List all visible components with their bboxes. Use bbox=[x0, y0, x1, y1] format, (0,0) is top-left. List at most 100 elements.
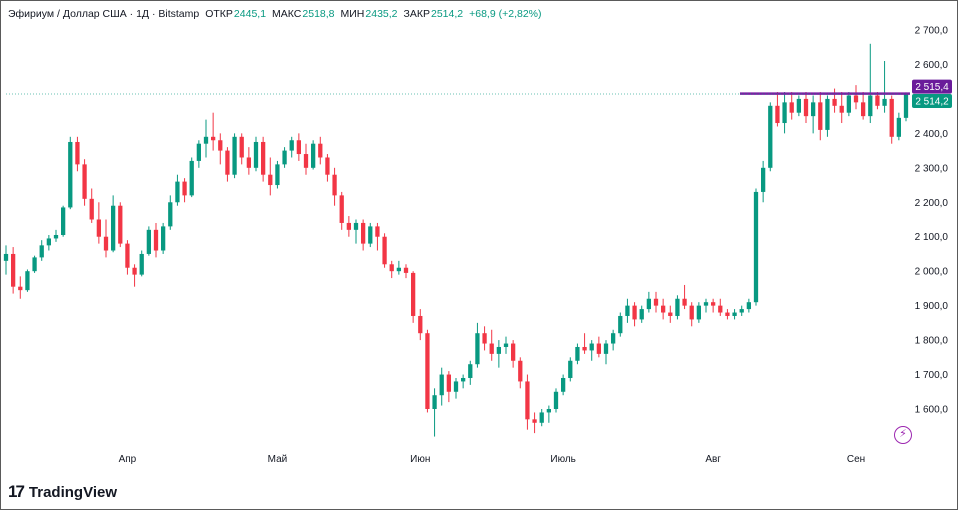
candle bbox=[32, 255, 37, 273]
candle bbox=[132, 264, 137, 287]
candle-body bbox=[725, 312, 730, 316]
time-axis[interactable]: Апр Май Июн Июль Авг Сен bbox=[119, 454, 866, 465]
candle-body bbox=[46, 238, 51, 246]
tradingview-logo[interactable]: 17 TradingView bbox=[8, 482, 117, 502]
candle bbox=[382, 233, 387, 268]
candle-body bbox=[339, 195, 344, 223]
candle-body bbox=[868, 95, 873, 117]
candle-body bbox=[346, 222, 351, 230]
candle bbox=[746, 298, 751, 313]
candle bbox=[11, 247, 16, 294]
candle-body bbox=[275, 164, 280, 186]
low-value: 2435,2 bbox=[365, 8, 398, 20]
candle bbox=[261, 136, 266, 182]
candle bbox=[303, 143, 309, 175]
candle-body bbox=[196, 143, 201, 161]
line-price-tag-label: 2 515,4 bbox=[915, 82, 949, 93]
candle bbox=[511, 340, 516, 368]
time-tick-label: Сен bbox=[847, 454, 865, 465]
candle-body bbox=[889, 98, 894, 137]
candle bbox=[239, 133, 244, 165]
candle-body bbox=[503, 343, 509, 347]
candle-body bbox=[882, 98, 887, 106]
candle-body bbox=[361, 222, 366, 244]
candle-body bbox=[782, 102, 787, 124]
candle bbox=[168, 195, 173, 230]
open-label: ОТКР bbox=[205, 8, 233, 20]
candle-body bbox=[268, 174, 273, 186]
last-price-tag-label: 2 514,2 bbox=[915, 97, 949, 108]
candle-body bbox=[96, 219, 101, 237]
candle-body bbox=[553, 391, 559, 409]
candle-body bbox=[903, 94, 909, 118]
candle bbox=[796, 95, 801, 117]
candle bbox=[75, 136, 80, 172]
candlestick-chart[interactable]: 2 700,02 600,02 500,02 400,02 300,02 200… bbox=[0, 0, 958, 480]
time-tick-label: Авг bbox=[705, 454, 721, 465]
price-tick-label: 2 600,0 bbox=[915, 60, 949, 71]
candle-body bbox=[575, 346, 580, 361]
candle-body bbox=[446, 374, 451, 392]
candle-body bbox=[39, 245, 44, 258]
overlay: 2 515,4 2 514,2 bbox=[6, 79, 952, 109]
candle bbox=[3, 245, 9, 275]
candle bbox=[825, 95, 830, 137]
candle-body bbox=[125, 243, 130, 268]
candle bbox=[118, 202, 123, 248]
candle-body bbox=[332, 174, 337, 196]
candle-body bbox=[561, 377, 566, 392]
candle bbox=[18, 276, 23, 299]
price-tick-label: 1 800,0 bbox=[915, 336, 949, 347]
candle-body bbox=[689, 305, 694, 320]
candle bbox=[61, 205, 66, 237]
candle-body bbox=[568, 360, 573, 378]
candle-body bbox=[103, 236, 109, 251]
bolt-icon[interactable]: ⚡ bbox=[894, 426, 912, 444]
last-price-tag bbox=[912, 94, 952, 109]
candle bbox=[246, 147, 251, 175]
candle bbox=[111, 195, 116, 253]
candle-body bbox=[139, 253, 144, 275]
candle-body bbox=[175, 181, 180, 203]
candle bbox=[839, 92, 844, 124]
candle bbox=[489, 329, 494, 361]
time-tick-label: Апр bbox=[119, 454, 137, 465]
candle bbox=[739, 305, 744, 316]
candle bbox=[82, 159, 87, 206]
candle bbox=[625, 298, 630, 323]
candle bbox=[46, 235, 51, 251]
candle-body bbox=[696, 305, 701, 320]
candle bbox=[439, 367, 444, 406]
symbol-title[interactable]: Эфириум / Доллар США · 1Д · Bitstamp bbox=[8, 8, 200, 20]
candle bbox=[589, 340, 594, 361]
candle bbox=[675, 295, 680, 320]
candle bbox=[646, 291, 651, 313]
candle-body bbox=[546, 409, 551, 413]
candle-body bbox=[846, 95, 851, 113]
candle-body bbox=[746, 302, 751, 310]
candle bbox=[761, 160, 766, 203]
candle-body bbox=[218, 140, 223, 151]
candle bbox=[282, 147, 287, 168]
brand-name: TradingView bbox=[28, 483, 118, 501]
candle-body bbox=[625, 305, 630, 316]
close-label: ЗАКР bbox=[403, 8, 430, 20]
candle bbox=[289, 136, 294, 158]
candle-body bbox=[853, 95, 859, 103]
candle bbox=[296, 133, 301, 161]
candle-body bbox=[432, 395, 437, 409]
candle-body bbox=[811, 102, 816, 117]
candle-body bbox=[303, 154, 309, 168]
candle-body bbox=[289, 140, 294, 151]
candle-body bbox=[425, 333, 430, 409]
candle bbox=[375, 222, 380, 251]
candle-body bbox=[661, 305, 666, 313]
candle bbox=[532, 412, 537, 434]
candle-body bbox=[225, 150, 230, 175]
time-tick-label: Июн bbox=[410, 454, 430, 465]
candle bbox=[575, 343, 580, 365]
candle bbox=[432, 388, 437, 437]
candle bbox=[768, 102, 773, 172]
candle bbox=[446, 371, 451, 403]
